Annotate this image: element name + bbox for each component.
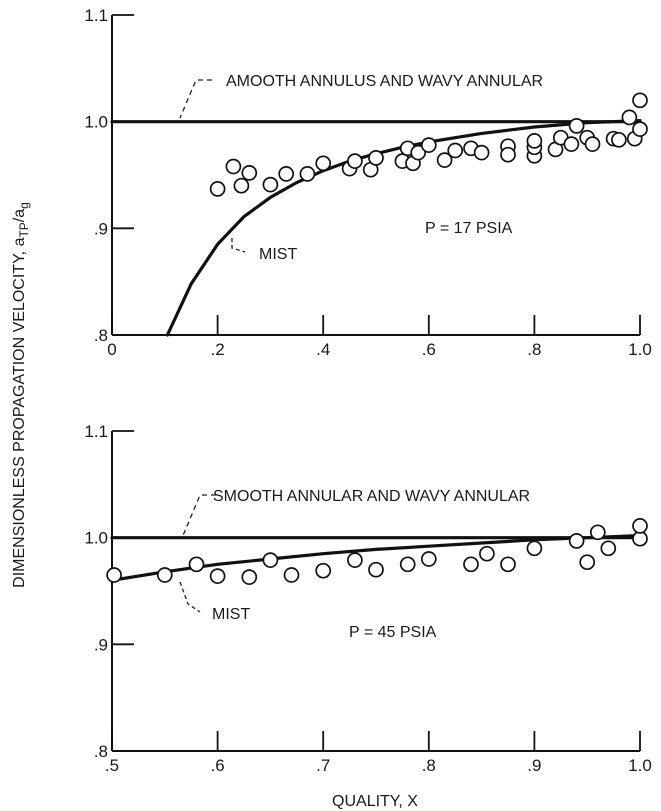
top-data-point: [621, 109, 638, 126]
bottom-y-tick-label: 1.1: [84, 422, 108, 441]
top-panel-axes: .8 .9 1.0 1.1 0 .2 .4 .6 .8 1.0: [84, 6, 651, 359]
top-data-point: [315, 155, 332, 172]
top-panel: .8 .9 1.0 1.1 0 .2 .4 .6 .8 1.0 P = 17 PSIA AMOOT…: [84, 6, 651, 359]
top-data-point: [526, 133, 543, 149]
bottom-data-point: [632, 530, 648, 547]
bottom-data-point: [283, 567, 300, 583]
bottom-x-tick-label: .6: [211, 756, 225, 775]
bottom-mist-leader: [179, 581, 201, 613]
top-data-point: [225, 158, 242, 175]
bottom-data-point: [399, 556, 416, 573]
bottom-data-point: [589, 524, 606, 541]
bottom-y-tick-label: .9: [94, 635, 108, 654]
bottom-data-point: [188, 556, 205, 573]
bottom-data-point: [241, 569, 258, 585]
bottom-data-point: [463, 556, 479, 573]
y-axis-title: DIMENSIONLESS PROPAGATION VELOCITY, aTP/…: [11, 202, 31, 588]
top-mist-annotation-label: MIST: [259, 246, 297, 263]
bottom-data-point: [568, 533, 585, 549]
top-x-tick-label: .4: [316, 340, 330, 359]
bottom-panel-axes: .8 .9 1.0 1.1 .5 .6 .7 .8 .9 1.0: [84, 422, 651, 775]
top-y-tick-label: 1.1: [84, 6, 108, 25]
top-data-point: [568, 118, 585, 134]
top-data-point: [632, 92, 648, 109]
bottom-data-point: [479, 545, 495, 562]
bottom-smooth-leader: [181, 494, 216, 539]
top-data-point: [233, 177, 250, 194]
top-data-point: [410, 144, 427, 161]
top-mist-leader: [231, 238, 246, 253]
bottom-data-point: [209, 568, 226, 584]
bottom-data-point: [262, 552, 279, 568]
bottom-y-tick-label: .8: [94, 742, 108, 761]
bottom-smooth-annotation-label: SMOOTH ANNULAR AND WAVY ANNULAR: [213, 488, 530, 505]
bottom-data-point: [106, 567, 122, 583]
top-pressure-label: P = 17 PSIA: [425, 220, 513, 237]
top-data-point: [473, 144, 490, 161]
bottom-smooth-annotation: SMOOTH ANNULAR AND WAVY ANNULAR: [181, 488, 530, 539]
bottom-x-tick-label: .9: [527, 756, 541, 775]
top-data-point: [278, 166, 295, 182]
bottom-data-point: [420, 551, 437, 567]
top-y-tick-label: .8: [94, 326, 108, 345]
x-axis-title: QUALITY, X: [332, 793, 418, 810]
top-data-point: [447, 142, 464, 159]
top-data-point: [436, 152, 453, 168]
bottom-data-point: [315, 562, 332, 579]
top-smooth-annotation-label: AMOOTH ANNULUS AND WAVY ANNULAR: [226, 73, 543, 90]
bottom-pressure-label: P = 45 PSIA: [349, 624, 437, 641]
top-x-tick-label: 0: [107, 340, 116, 359]
bottom-data-point: [347, 552, 363, 568]
top-data-point: [241, 165, 258, 181]
bottom-x-tick-label: .7: [316, 756, 330, 775]
bottom-mist-annotation-label: MIST: [212, 606, 250, 623]
top-data-point: [563, 136, 580, 152]
top-data-point: [368, 150, 384, 166]
bottom-x-tick-label: .8: [422, 756, 436, 775]
bottom-data-point: [156, 567, 173, 583]
bottom-x-tick-label: 1.0: [628, 756, 652, 775]
bottom-data-point: [500, 556, 516, 573]
bottom-panel: .8 .9 1.0 1.1 .5 .6 .7 .8 .9 1.0 P = 45 PSIA SMOO…: [84, 422, 651, 775]
bottom-data-point: [368, 561, 384, 578]
top-data-point: [262, 176, 279, 193]
top-mist-annotation: MIST: [231, 238, 297, 263]
top-data-point: [611, 131, 627, 148]
top-data-point: [584, 136, 601, 152]
top-y-tick-label: 1.0: [84, 113, 108, 132]
bottom-mist-annotation: MIST: [179, 581, 250, 623]
top-x-tick-label: .8: [527, 340, 541, 359]
bottom-panel-marks: [106, 518, 648, 585]
top-data-point: [347, 153, 363, 169]
bottom-data-point: [526, 540, 543, 557]
bottom-x-tick-label: .5: [105, 756, 119, 775]
bottom-data-point: [579, 554, 596, 571]
top-data-point: [209, 181, 226, 197]
top-smooth-annotation: AMOOTH ANNULUS AND WAVY ANNULAR: [179, 73, 543, 119]
bottom-y-tick-label: 1.0: [84, 529, 108, 548]
top-data-point: [299, 166, 316, 182]
top-data-point: [420, 137, 437, 153]
top-x-tick-label: .2: [211, 340, 225, 359]
top-data-point: [632, 121, 648, 137]
top-panel-marks: [110, 92, 648, 337]
top-x-tick-label: .6: [422, 340, 436, 359]
top-data-point: [500, 146, 516, 163]
top-y-tick-label: .9: [94, 219, 108, 238]
top-x-tick-label: 1.0: [628, 340, 652, 359]
bottom-data-point: [632, 518, 648, 534]
top-smooth-leader: [179, 79, 212, 119]
bottom-data-point: [600, 540, 617, 557]
